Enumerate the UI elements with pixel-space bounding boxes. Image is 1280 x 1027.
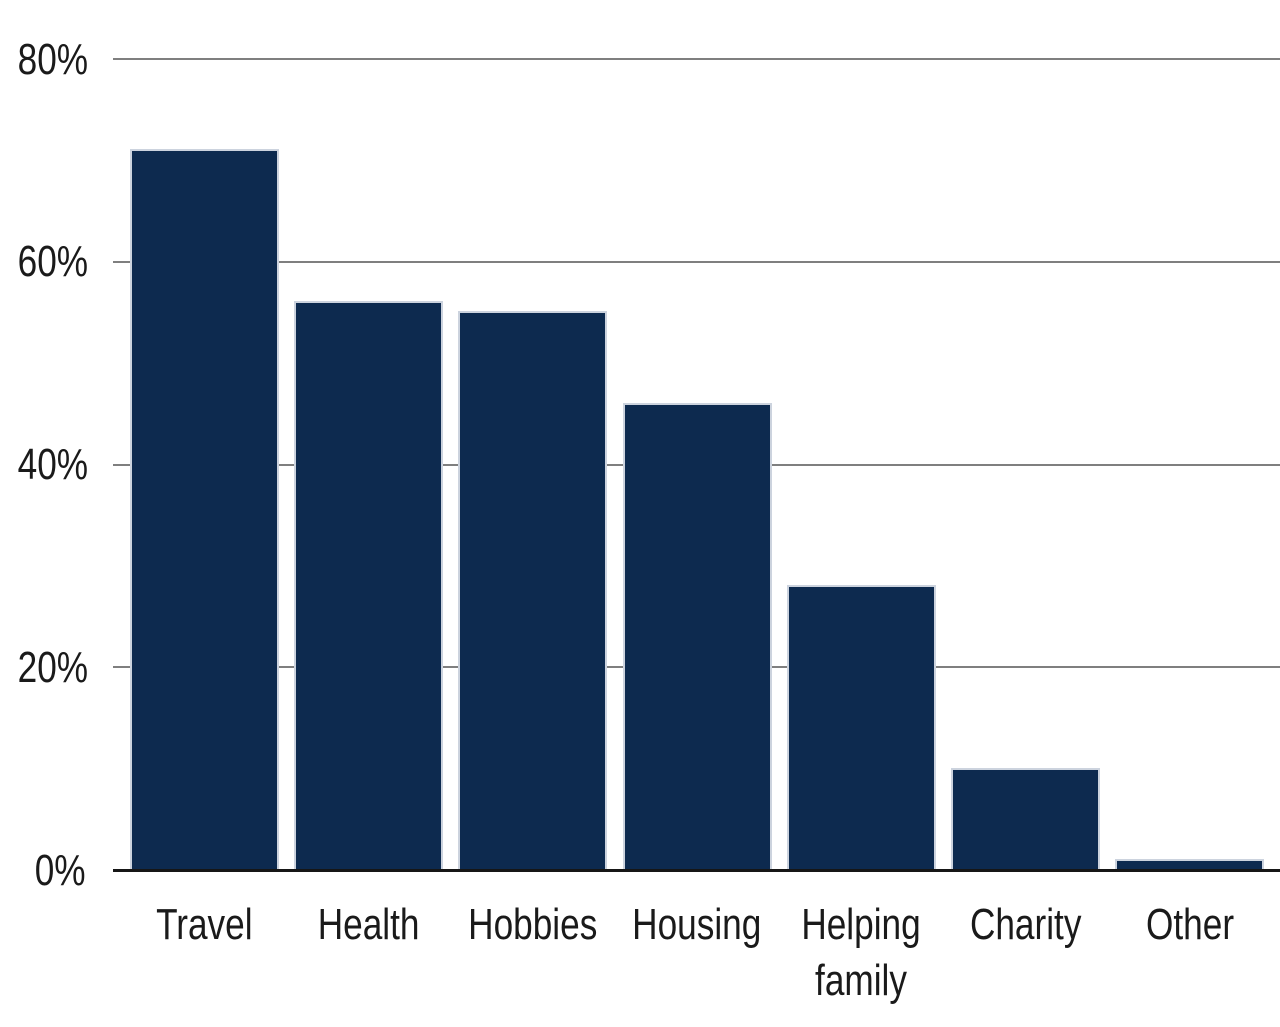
x-category-label-travel: Travel: [155, 900, 253, 949]
y-tick-label-0: 0%: [35, 845, 86, 895]
x-category-label-housing: Housing: [632, 900, 762, 949]
bar-charity: [951, 767, 1101, 869]
y-tick-label-20: 20%: [17, 642, 89, 692]
bar-travel: [129, 149, 279, 869]
x-axis-line: [113, 869, 1280, 872]
gridline-80: [113, 58, 1280, 60]
bar-hobbies: [458, 311, 608, 869]
x-category-label-hobbies: Hobbies: [468, 900, 598, 949]
x-category-label-other: Other: [1145, 900, 1234, 949]
gridline-60: [113, 260, 1280, 263]
x-category-label-charity: Charity: [969, 900, 1082, 949]
y-tick-label-80: 80%: [17, 34, 89, 84]
bar-health: [293, 301, 443, 869]
y-tick-label-40: 40%: [17, 440, 89, 489]
bar-other: [1115, 858, 1265, 869]
y-tick-label-60: 60%: [17, 237, 89, 287]
bar-housing: [622, 402, 772, 869]
bar-helping-family: [786, 585, 936, 869]
x-category-label-helping-family: Helping family: [801, 900, 921, 1005]
x-category-label-health: Health: [317, 900, 420, 949]
